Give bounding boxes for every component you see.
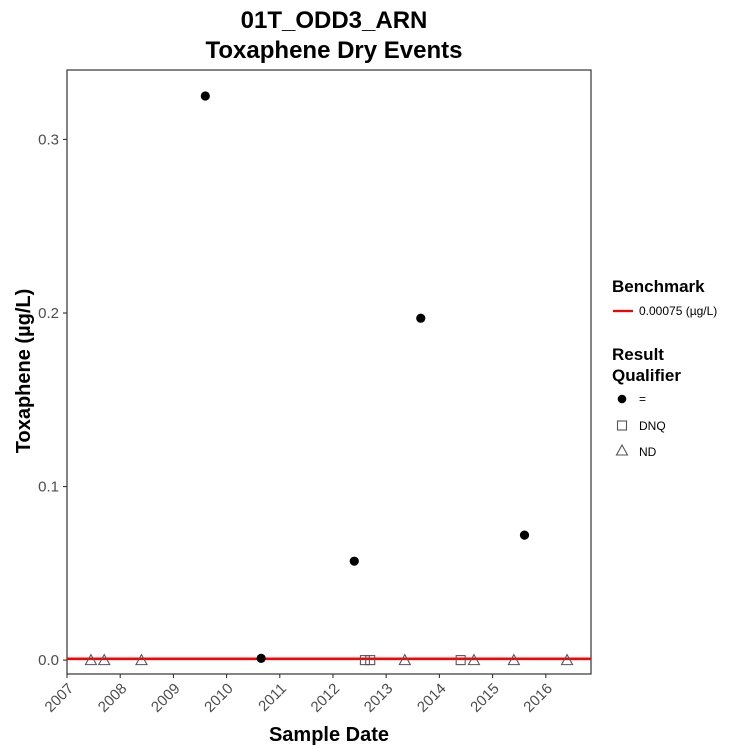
data-point-equal (200, 91, 210, 101)
legend-equal-label: = (639, 392, 646, 406)
y-tick-label: 0.1 (38, 479, 59, 496)
legend-qualifier-title-line-2: Qualifier (612, 366, 681, 385)
points-layer (84, 91, 574, 666)
x-axis-title: Sample Date (269, 724, 389, 746)
x-tick-label: 2014 (414, 680, 450, 716)
y-tick-label: 0.3 (38, 131, 59, 148)
y-tick-label: 0.0 (38, 652, 59, 669)
data-point-nd (560, 653, 574, 666)
y-axis-title: Toxaphene (µg/L) (13, 289, 35, 453)
data-point-nd (507, 653, 521, 666)
x-axis: 2007 2008 2009 2010 2011 2012 2013 2014 2015 2016 (42, 674, 556, 716)
y-tick-label: 0.2 (38, 305, 59, 322)
x-tick-label: 2007 (42, 680, 78, 716)
data-point-equal (256, 653, 266, 663)
data-point-dnq (455, 655, 466, 666)
legend-benchmark-title: Benchmark (612, 277, 705, 296)
legend-dnq-marker (616, 420, 628, 431)
data-point-dnq (365, 655, 376, 666)
legend-dnq-label: DNQ (639, 419, 666, 433)
plot-panel (66, 69, 592, 675)
data-point-dnq (359, 655, 370, 666)
data-point-nd (84, 653, 98, 666)
data-point-equal (349, 556, 359, 566)
chart-title-line-1: 01T_ODD3_ARN (241, 7, 428, 34)
data-point-nd (135, 653, 148, 666)
x-tick-label: 2015 (467, 680, 503, 716)
legend-nd-label: ND (639, 445, 657, 459)
legend-qualifier-title-line-1: Result (612, 345, 664, 364)
data-point-equal (519, 530, 530, 540)
x-tick-label: 2008 (95, 680, 131, 716)
data-point-nd (97, 653, 111, 666)
legend-equal-marker (617, 394, 627, 404)
chart-title-line-2: Toxaphene Dry Events (206, 37, 463, 64)
x-tick-label: 2013 (361, 680, 397, 716)
x-tick-label: 2011 (255, 680, 290, 715)
data-point-nd (467, 653, 481, 666)
legend: Benchmark 0.00075 (µg/L) Result Qualifie… (612, 277, 717, 459)
x-tick-label: 2010 (201, 680, 237, 716)
data-point-nd (398, 653, 412, 666)
data-point-equal (416, 313, 426, 323)
x-tick-label: 2016 (520, 680, 556, 716)
x-tick-label: 2009 (148, 680, 184, 716)
y-axis: 0.0 0.1 0.2 0.3 (38, 131, 67, 669)
legend-benchmark-label: 0.00075 (µg/L) (639, 304, 717, 318)
legend-nd-marker (615, 443, 629, 456)
x-tick-label: 2012 (308, 680, 344, 716)
